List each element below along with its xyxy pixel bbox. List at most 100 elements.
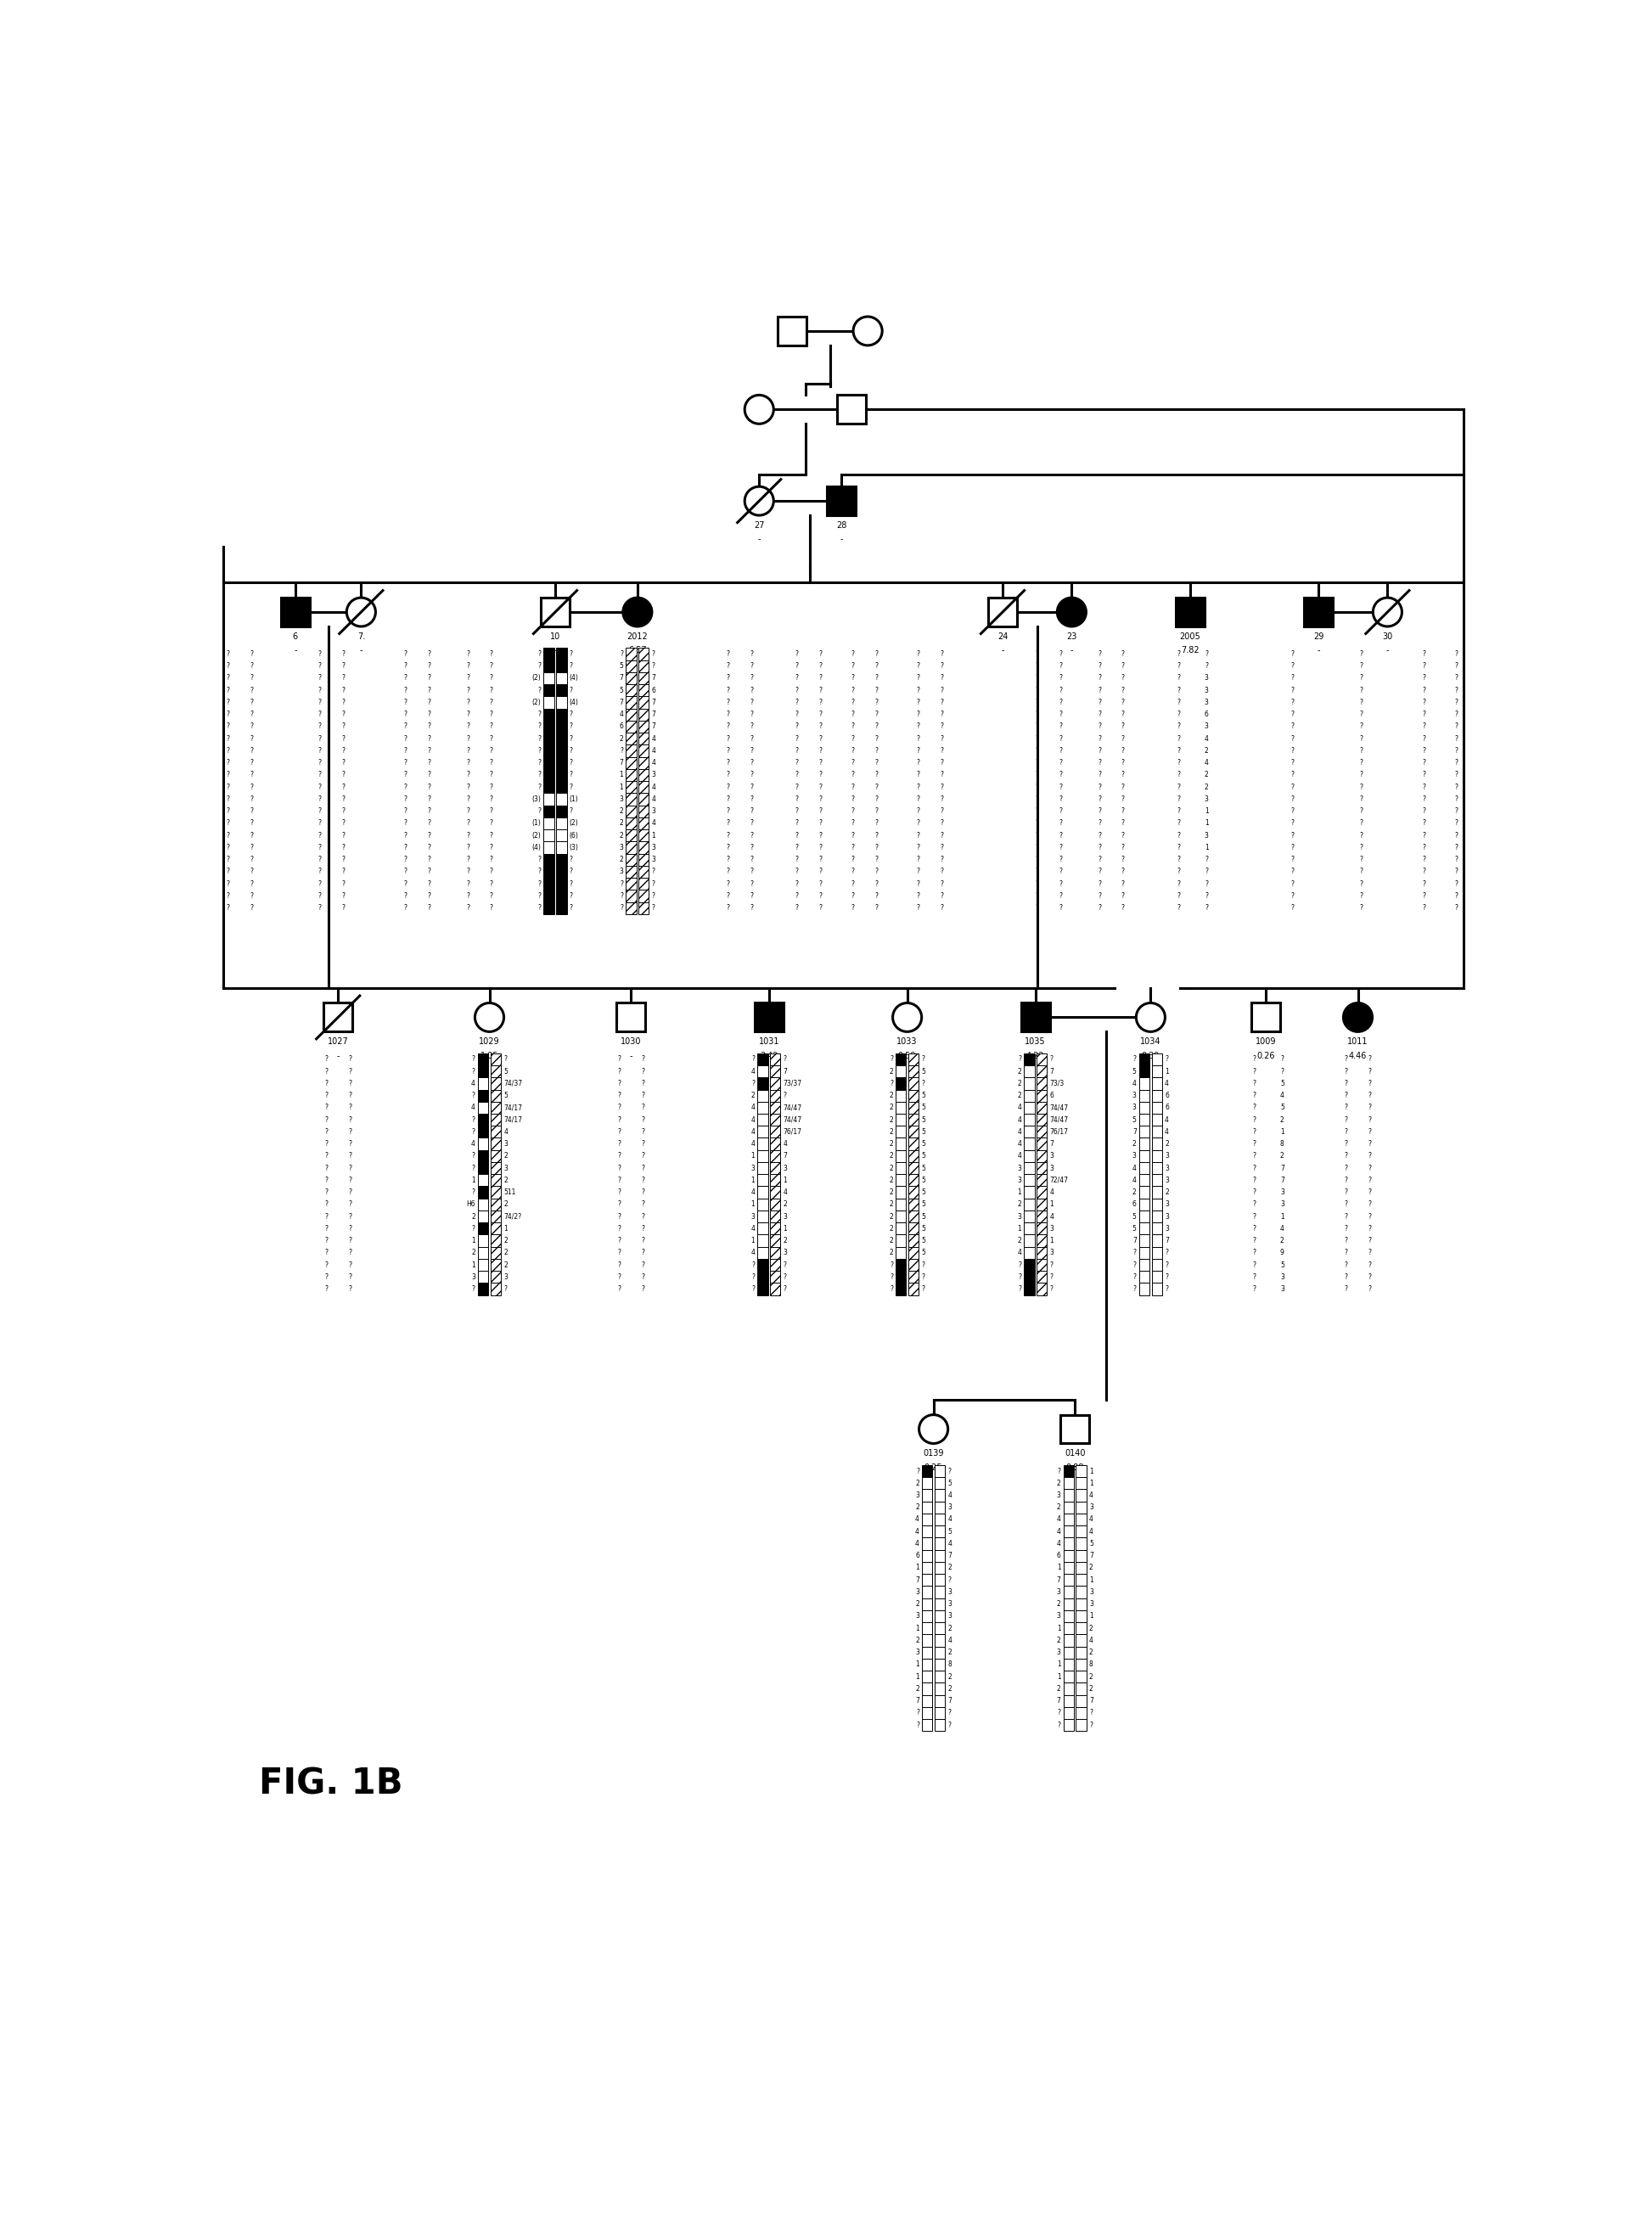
Text: ?: ? bbox=[940, 698, 943, 707]
Text: ?: ? bbox=[249, 723, 253, 731]
Text: ?: ? bbox=[428, 758, 431, 767]
Text: 5: 5 bbox=[948, 1478, 952, 1487]
Bar bbox=[491, 1137, 501, 1151]
Text: ?: ? bbox=[1097, 711, 1100, 718]
Text: 3: 3 bbox=[1280, 1284, 1284, 1293]
Text: ?: ? bbox=[1204, 651, 1208, 658]
Bar bbox=[909, 1090, 919, 1102]
Text: 3: 3 bbox=[1204, 687, 1209, 694]
Text: ?: ? bbox=[342, 698, 345, 707]
Bar bbox=[922, 1635, 932, 1646]
Bar bbox=[557, 756, 567, 769]
Text: ?: ? bbox=[1122, 892, 1125, 899]
Text: ?: ? bbox=[750, 687, 753, 694]
Text: ?: ? bbox=[249, 856, 253, 863]
Bar bbox=[1151, 1102, 1161, 1113]
Text: ?: ? bbox=[874, 662, 877, 669]
Bar bbox=[557, 818, 567, 830]
Text: ?: ? bbox=[917, 903, 920, 912]
Text: ?: ? bbox=[641, 1260, 644, 1269]
Text: 2: 2 bbox=[1280, 1115, 1284, 1124]
Bar bbox=[909, 1077, 919, 1090]
Text: ?: ? bbox=[1360, 758, 1363, 767]
Text: ?: ? bbox=[324, 1177, 329, 1184]
Text: 4: 4 bbox=[1018, 1249, 1021, 1258]
Bar bbox=[491, 1066, 501, 1077]
Text: ?: ? bbox=[1368, 1093, 1371, 1099]
Text: ?: ? bbox=[1368, 1284, 1371, 1293]
Text: 3: 3 bbox=[1132, 1093, 1137, 1099]
Bar bbox=[935, 1670, 945, 1684]
Text: ?: ? bbox=[1059, 783, 1062, 792]
Text: ?: ? bbox=[651, 651, 654, 658]
Text: ?: ? bbox=[342, 723, 345, 731]
Text: ?: ? bbox=[725, 711, 729, 718]
Text: ?: ? bbox=[1176, 711, 1180, 718]
Text: N: N bbox=[930, 1425, 937, 1434]
Text: ?: ? bbox=[1360, 772, 1363, 778]
Text: ?: ? bbox=[1290, 807, 1294, 816]
Bar bbox=[557, 720, 567, 734]
Text: ?: ? bbox=[1345, 1249, 1348, 1258]
Text: ?: ? bbox=[342, 772, 345, 778]
Bar bbox=[770, 1235, 780, 1247]
Text: ?: ? bbox=[750, 821, 753, 827]
Text: 0.25: 0.25 bbox=[925, 1463, 943, 1472]
Text: ?: ? bbox=[940, 758, 943, 767]
Text: ?: ? bbox=[249, 892, 253, 899]
Text: ?: ? bbox=[466, 867, 469, 876]
Text: ?: ? bbox=[1290, 758, 1294, 767]
Text: ?: ? bbox=[1176, 796, 1180, 803]
Text: ?: ? bbox=[1122, 843, 1125, 852]
Text: ?: ? bbox=[752, 1079, 755, 1088]
Bar bbox=[557, 709, 567, 720]
Text: ?: ? bbox=[725, 736, 729, 743]
Bar bbox=[922, 1646, 932, 1659]
Text: 74/17: 74/17 bbox=[504, 1115, 522, 1124]
Text: ?: ? bbox=[249, 772, 253, 778]
Text: ?: ? bbox=[795, 687, 798, 694]
Bar bbox=[770, 1113, 780, 1126]
Bar bbox=[1151, 1053, 1161, 1066]
Text: 3: 3 bbox=[750, 1213, 755, 1220]
Text: 3: 3 bbox=[504, 1273, 507, 1280]
Text: ?: ? bbox=[317, 662, 322, 669]
Text: ?: ? bbox=[641, 1224, 644, 1233]
Bar bbox=[544, 720, 553, 734]
Text: 2: 2 bbox=[1057, 1637, 1061, 1644]
Text: 2: 2 bbox=[948, 1648, 952, 1657]
Text: ?: ? bbox=[466, 843, 469, 852]
Text: ?: ? bbox=[324, 1224, 329, 1233]
Text: ?: ? bbox=[795, 843, 798, 852]
Text: ?: ? bbox=[922, 1055, 925, 1064]
Bar bbox=[544, 780, 553, 794]
Bar bbox=[758, 1235, 768, 1247]
Text: 2: 2 bbox=[1280, 1238, 1284, 1244]
Text: 4: 4 bbox=[1204, 758, 1209, 767]
Text: 24: 24 bbox=[998, 631, 1008, 640]
Text: 6: 6 bbox=[915, 1552, 920, 1559]
Text: 7: 7 bbox=[620, 673, 623, 682]
Text: ?: ? bbox=[795, 881, 798, 888]
Bar bbox=[909, 1260, 919, 1271]
Circle shape bbox=[1057, 598, 1085, 627]
Text: ?: ? bbox=[1059, 772, 1062, 778]
Text: 2: 2 bbox=[948, 1623, 952, 1632]
Text: 2: 2 bbox=[1018, 1200, 1021, 1209]
Text: ?: ? bbox=[317, 881, 322, 888]
Bar bbox=[758, 1186, 768, 1198]
Text: ?: ? bbox=[1455, 711, 1459, 718]
Bar bbox=[491, 1282, 501, 1296]
Bar bbox=[922, 1695, 932, 1706]
Text: -: - bbox=[1070, 647, 1074, 656]
Text: ?: ? bbox=[226, 856, 230, 863]
Text: ?: ? bbox=[917, 673, 920, 682]
Bar bbox=[935, 1525, 945, 1539]
Text: ?: ? bbox=[1122, 832, 1125, 838]
Bar bbox=[626, 649, 636, 660]
Text: ?: ? bbox=[1455, 698, 1459, 707]
Text: ?: ? bbox=[851, 673, 854, 682]
Bar bbox=[557, 660, 567, 671]
Text: ?: ? bbox=[819, 832, 823, 838]
Text: ?: ? bbox=[1252, 1273, 1256, 1280]
